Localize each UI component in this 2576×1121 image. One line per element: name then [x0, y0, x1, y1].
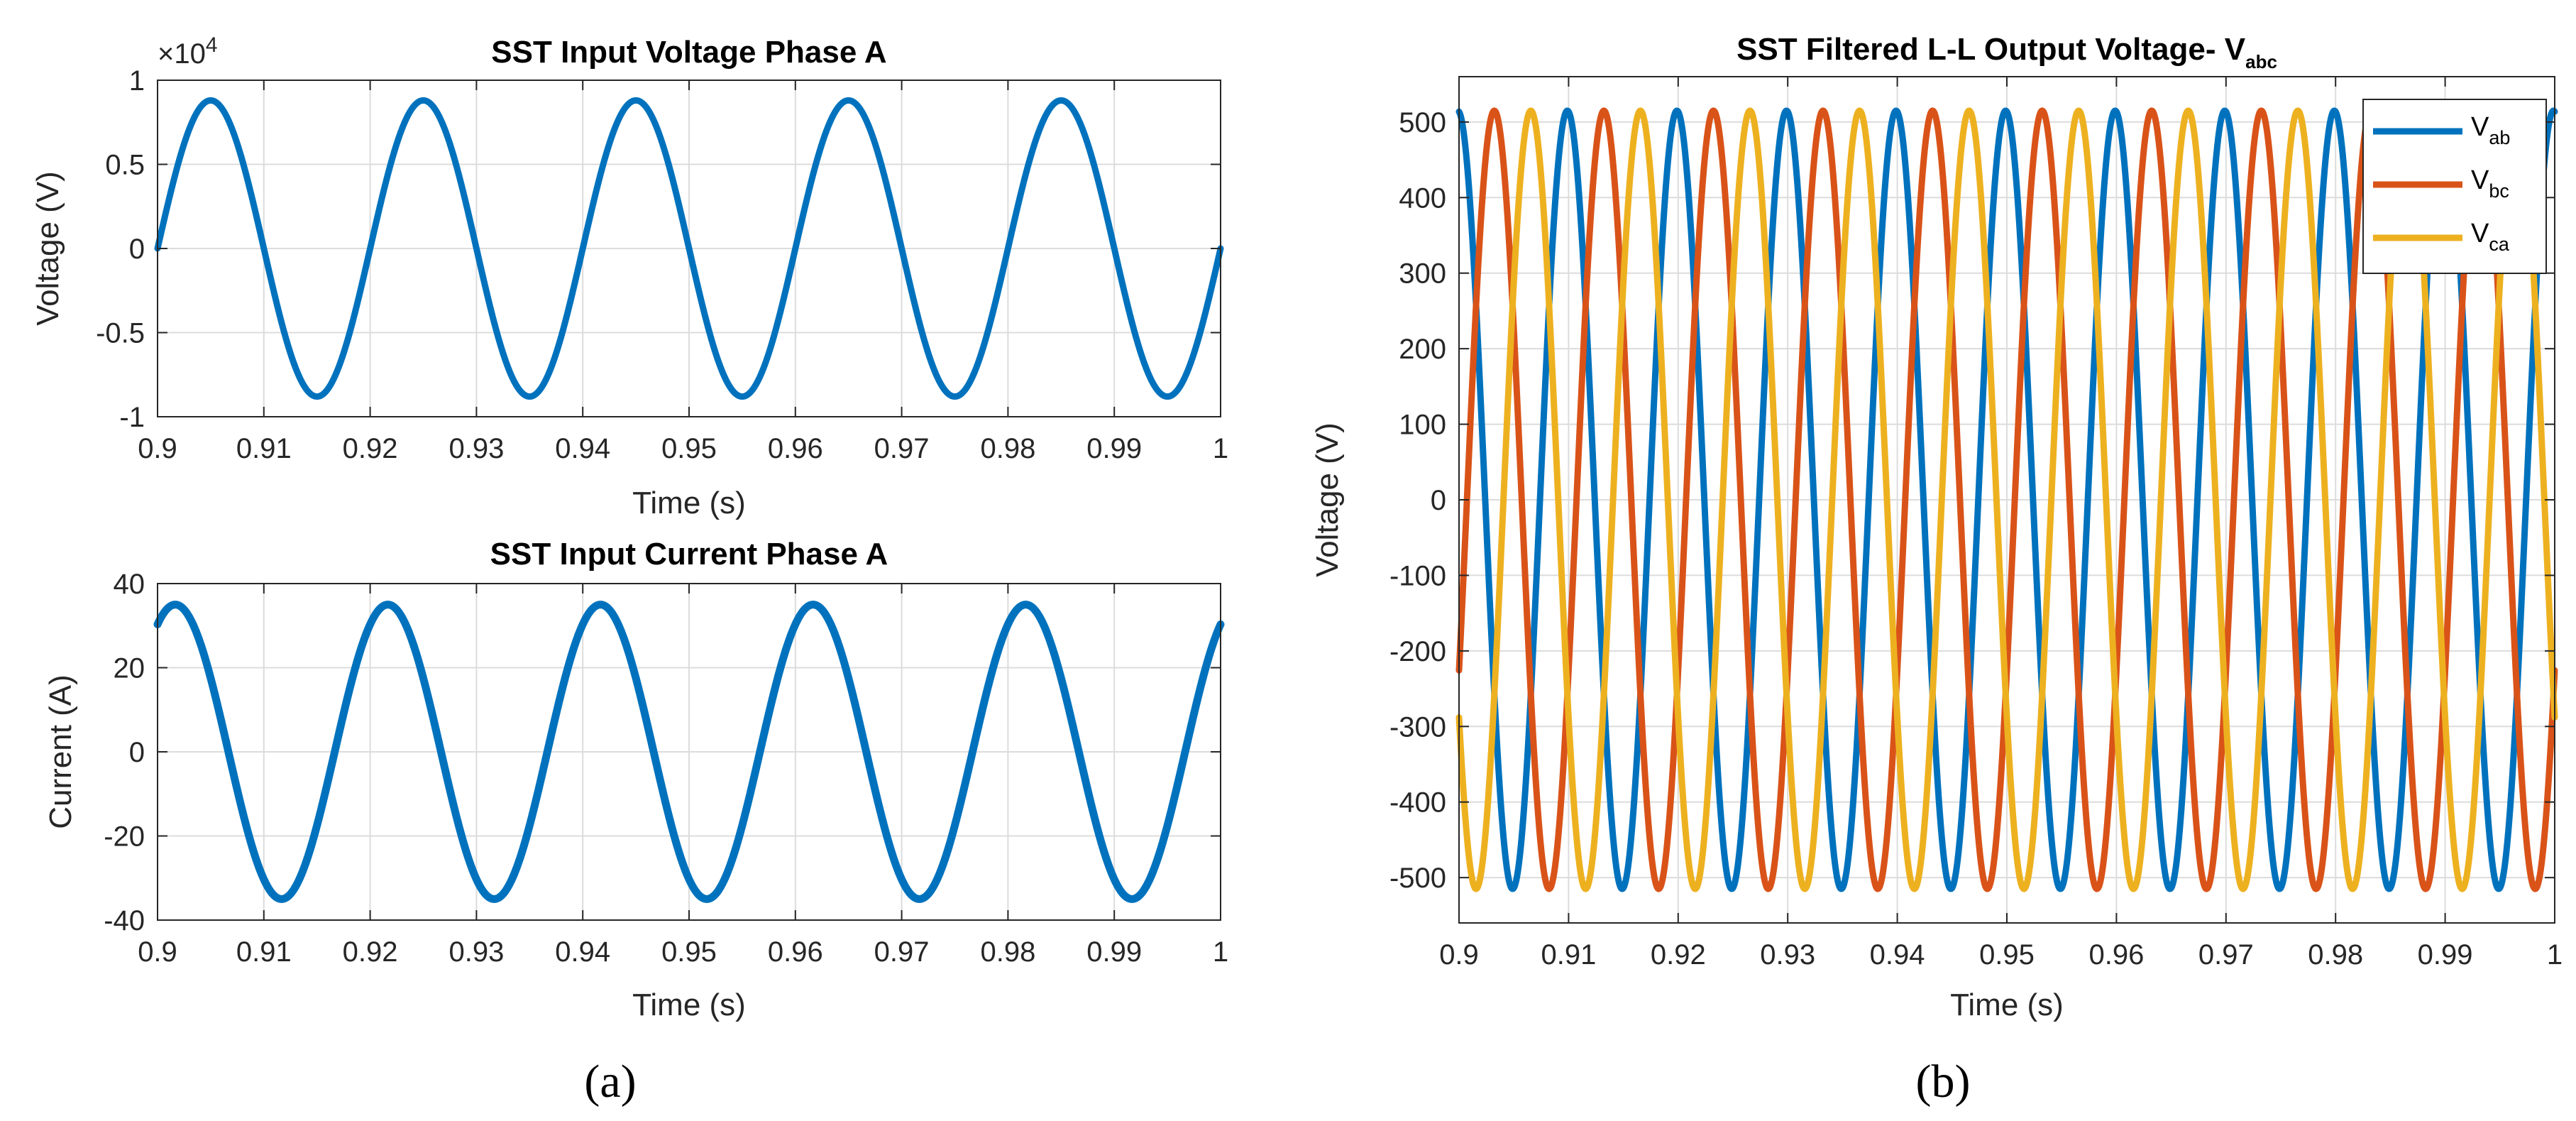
series-line-ca [1455, 107, 2558, 892]
x-tick-label: 0.93 [1760, 939, 1815, 970]
y-axis-label: Voltage (V) [1310, 422, 1345, 577]
y-axis-label: Voltage (V) [31, 171, 65, 326]
y-tick-label: -300 [1389, 711, 1446, 743]
y-tick-label: 400 [1399, 182, 1446, 214]
x-tick-label: 0.99 [2418, 939, 2473, 970]
x-tick-label: 1 [1213, 936, 1228, 968]
chart-title-text: SST Filtered L-L Output Voltage- V [1736, 32, 2246, 67]
axis-exponent-power: 4 [206, 33, 218, 57]
x-tick-label: 0.92 [343, 433, 398, 464]
x-tick-label: 0.97 [874, 433, 930, 464]
y-axis-label: Current (A) [43, 674, 78, 829]
y-tick-label: 0 [129, 737, 145, 768]
y-tick-label: -100 [1389, 560, 1446, 591]
y-tick-label: -40 [104, 905, 145, 936]
x-tick-label: 0.97 [2198, 939, 2254, 970]
y-tick-label: 0 [129, 234, 145, 265]
legend-entry-subscript: ab [2489, 127, 2510, 148]
x-tick-label: 0.9 [1439, 939, 1479, 970]
y-tick-label: 0.5 [105, 150, 145, 181]
legend-entry-ab: Vab [2471, 112, 2510, 148]
x-tick-label: 1 [1213, 433, 1228, 464]
chart-output-voltage: 0.9 0.91 0.92 0.93 0.94 0.95 0.96 0.97 0.98 0.99 1… [1310, 32, 2563, 1022]
x-tick-label: 0.94 [555, 936, 610, 968]
x-tick-label: 0.95 [661, 936, 717, 968]
y-tick-label: -1 [119, 402, 145, 433]
x-tick-label: 0.95 [1979, 939, 2035, 970]
y-tick-label: -20 [104, 821, 145, 853]
x-tick-label: 0.92 [1651, 939, 1706, 970]
chart-title: SST Input Voltage Phase A [491, 35, 886, 70]
y-tick-label: 1 [129, 65, 145, 97]
y-tick-label: 300 [1399, 258, 1446, 290]
x-tick-label: 0.92 [343, 936, 398, 968]
axis-exponent-label: ×104 [158, 33, 218, 70]
y-tick-label: 500 [1399, 107, 1446, 138]
legend-entry-ca: Vca [2471, 219, 2510, 255]
x-tick-label: 0.96 [2088, 939, 2144, 970]
chart-title-text: SST Input Voltage Phase A [491, 35, 886, 70]
x-tick-label: 0.99 [1086, 936, 1142, 968]
x-tick-label: 0.96 [768, 433, 823, 464]
x-tick-label: 0.93 [448, 433, 504, 464]
chart-input-voltage: 0.9 0.91 0.92 0.93 0.94 0.95 0.96 0.97 0.98 0.99 1… [31, 33, 1228, 520]
chart-input-current: 0.9 0.91 0.92 0.93 0.94 0.95 0.96 0.97 0.98 0.99 1… [43, 537, 1228, 1022]
x-tick-label: 0.91 [1541, 939, 1596, 970]
series-line-phase-a [153, 601, 1225, 903]
panel-label-b: (b) [1916, 1056, 1971, 1108]
x-tick-label: 0.94 [1870, 939, 1925, 970]
chart-title: SST Input Current Phase A [490, 537, 888, 572]
chart-title-text: SST Input Current Phase A [490, 537, 888, 572]
x-tick-label: 0.91 [236, 433, 292, 464]
legend-entry-name: V [2471, 112, 2489, 142]
y-tick-label: -200 [1389, 636, 1446, 667]
x-tick-label: 0.98 [980, 433, 1035, 464]
chart-title-subscript: abc [2245, 51, 2277, 72]
x-tick-label: 0.97 [874, 936, 930, 968]
x-axis-label: Time (s) [632, 486, 746, 520]
x-tick-label: 0.93 [448, 936, 504, 968]
y-tick-label: -400 [1389, 787, 1446, 819]
y-tick-label: -500 [1389, 863, 1446, 894]
axis-exponent-base: ×10 [158, 38, 206, 70]
x-tick-label: 0.9 [138, 936, 177, 968]
legend-entry-subscript: bc [2489, 180, 2509, 202]
x-tick-label: 0.94 [555, 433, 610, 464]
legend-entry-bc: Vbc [2471, 165, 2509, 202]
y-tick-label: 40 [114, 569, 145, 600]
x-tick-label: 0.99 [1086, 433, 1142, 464]
legend-entry-subscript: ca [2489, 234, 2510, 255]
panel-label-a: (a) [584, 1056, 636, 1108]
x-tick-label: 0.98 [2308, 939, 2363, 970]
x-tick-label: 0.9 [138, 433, 177, 464]
x-tick-label: 0.91 [236, 936, 292, 968]
y-tick-label: 100 [1399, 410, 1446, 441]
x-axis-label: Time (s) [1950, 988, 2064, 1022]
chart-title: SST Filtered L-L Output Voltage- Vabc [1736, 32, 2277, 72]
y-tick-label: 0 [1431, 485, 1446, 516]
series-line-phase-a [154, 97, 1224, 400]
x-tick-label: 0.98 [980, 936, 1035, 968]
y-tick-label: 20 [114, 653, 145, 684]
x-tick-label: 0.96 [768, 936, 823, 968]
x-tick-label: 1 [2547, 939, 2563, 970]
x-tick-label: 0.95 [661, 433, 717, 464]
legend-entry-name: V [2471, 219, 2489, 248]
legend-entry-name: V [2471, 165, 2489, 195]
y-tick-label: -0.5 [96, 318, 145, 349]
y-tick-label: 200 [1399, 334, 1446, 365]
x-axis-label: Time (s) [632, 988, 746, 1022]
